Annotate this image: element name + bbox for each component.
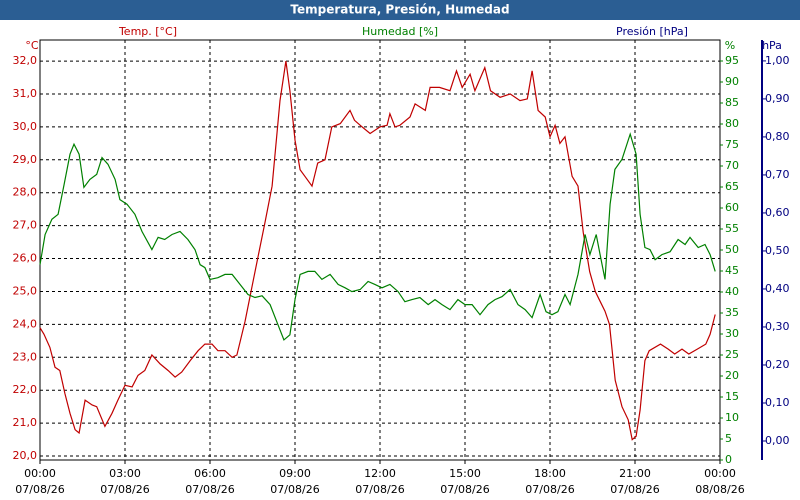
x-tick-date: 07/08/26 [270, 483, 319, 496]
y-tick-label: 30,0 [13, 120, 38, 133]
y-tick-label: 23,0 [13, 350, 38, 363]
y2-tick-label: 10 [725, 411, 739, 424]
x-tick-label: 06:00 [194, 467, 226, 480]
x-tick-date: 07/08/26 [355, 483, 404, 496]
y2-tick-label: 75 [725, 138, 739, 151]
y3-tick-label: 0,40 [765, 282, 790, 295]
y-tick-label: 29,0 [13, 153, 38, 166]
y3-tick-label: 0,70 [765, 168, 790, 181]
series-line [39, 61, 716, 441]
y3-tick-label: 0,60 [765, 206, 790, 219]
x-tick-label: 00:00 [704, 467, 736, 480]
y-tick-label: 27,0 [13, 219, 38, 232]
x-tick-label: 18:00 [534, 467, 566, 480]
y3-tick-label: 0,00 [765, 434, 790, 447]
x-tick-date: 07/08/26 [440, 483, 489, 496]
y2-tick-label: 25 [725, 348, 739, 361]
y2-tick-label: 95 [725, 54, 739, 67]
y2-tick-label: 0 [725, 453, 732, 466]
y-tick-label: 21,0 [13, 416, 38, 429]
y2-tick-label: 30 [725, 327, 739, 340]
y3-tick-label: 0,50 [765, 244, 790, 257]
x-tick-date: 07/08/26 [100, 483, 149, 496]
y3-tick-label: 0,10 [765, 396, 790, 409]
x-tick-label: 03:00 [109, 467, 141, 480]
y2-tick-label: 20 [725, 369, 739, 382]
y-tick-label: 32,0 [13, 54, 38, 67]
x-tick-label: 12:00 [364, 467, 396, 480]
x-tick-label: 00:00 [24, 467, 56, 480]
y2-tick-label: 15 [725, 390, 739, 403]
x-tick-date: 07/08/26 [15, 483, 64, 496]
y3-tick-label: 1,00 [765, 54, 790, 67]
y3-tick-label: 0,30 [765, 320, 790, 333]
y2-tick-label: 85 [725, 96, 739, 109]
y2-tick-label: 70 [725, 159, 739, 172]
series-line [39, 132, 716, 341]
y3-axis-title: Presión [hPa] [616, 25, 688, 38]
y2-tick-label: 65 [725, 180, 739, 193]
y2-tick-label: 55 [725, 222, 739, 235]
x-tick-date: 07/08/26 [610, 483, 659, 496]
y-tick-label: 22,0 [13, 383, 38, 396]
x-tick-date: 08/08/26 [695, 483, 744, 496]
y-tick-label: 20,0 [13, 449, 38, 462]
x-tick-label: 09:00 [279, 467, 311, 480]
y-tick-label: 24,0 [13, 317, 38, 330]
y-axis-unit: °C [25, 39, 39, 52]
y2-tick-label: 40 [725, 285, 739, 298]
y2-tick-label: 45 [725, 264, 739, 277]
y-tick-label: 26,0 [13, 252, 38, 265]
y2-tick-label: 80 [725, 117, 739, 130]
y-tick-label: 28,0 [13, 186, 38, 199]
x-tick-label: 21:00 [619, 467, 651, 480]
y2-axis-unit: % [725, 39, 735, 52]
y3-tick-label: 0,80 [765, 130, 790, 143]
y2-tick-label: 90 [725, 75, 739, 88]
y-tick-label: 25,0 [13, 284, 38, 297]
title-bar [0, 0, 800, 20]
y2-tick-label: 60 [725, 201, 739, 214]
y2-tick-label: 50 [725, 243, 739, 256]
x-tick-date: 07/08/26 [185, 483, 234, 496]
y2-tick-label: 35 [725, 306, 739, 319]
x-tick-date: 07/08/26 [525, 483, 574, 496]
y2-tick-label: 5 [725, 432, 732, 445]
y2-axis-title: Humedad [%] [362, 25, 438, 38]
y-axis-title: Temp. [°C] [118, 25, 177, 38]
y-tick-label: 31,0 [13, 87, 38, 100]
y3-tick-label: 0,20 [765, 358, 790, 371]
x-tick-label: 15:00 [449, 467, 481, 480]
y3-axis-unit: hPa [762, 39, 782, 52]
y3-tick-label: 0,90 [765, 92, 790, 105]
chart-title: Temperatura, Presión, Humedad [290, 3, 509, 17]
